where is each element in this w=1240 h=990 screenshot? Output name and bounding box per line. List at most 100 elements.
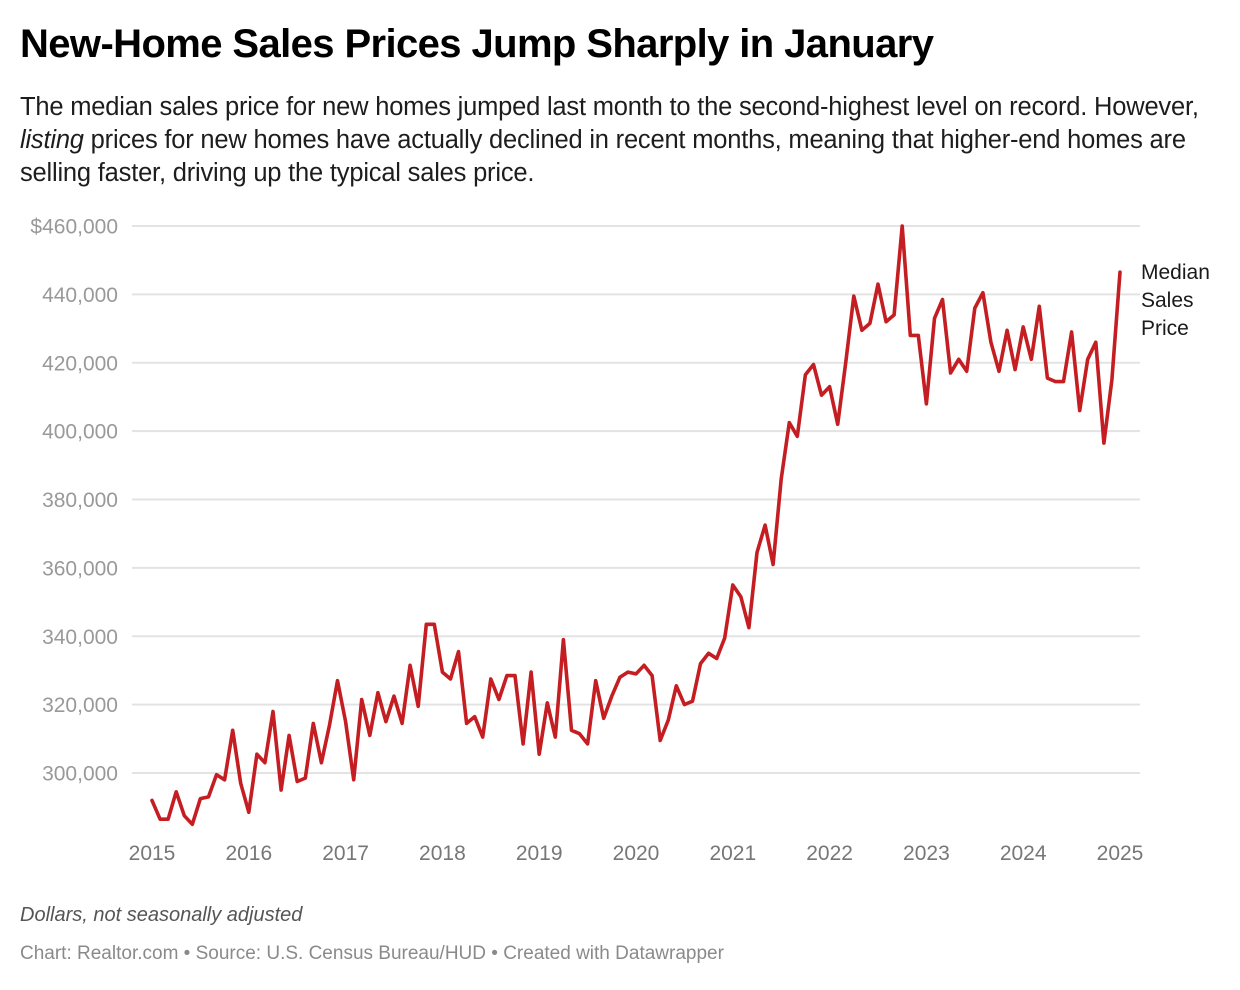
data-point — [239, 781, 243, 785]
data-point — [481, 735, 485, 739]
data-point — [989, 340, 993, 344]
data-point — [739, 595, 743, 599]
gridlines — [132, 225, 1140, 774]
data-point — [650, 674, 654, 678]
data-point — [287, 733, 291, 737]
data-point — [586, 742, 590, 746]
data-point — [174, 790, 178, 794]
data-point — [352, 778, 356, 782]
data-point — [892, 313, 896, 317]
data-point — [505, 674, 509, 678]
x-tick-label: 2019 — [516, 842, 563, 865]
data-point — [231, 728, 235, 732]
series-direct-label: Median Sales Price — [1141, 261, 1210, 340]
x-tick-label: 2022 — [806, 842, 853, 865]
data-point — [658, 739, 662, 743]
data-point — [715, 656, 719, 660]
data-point — [473, 715, 477, 719]
data-point — [811, 362, 815, 366]
data-point — [489, 677, 493, 681]
data-point — [432, 622, 436, 626]
x-tick-label: 2016 — [225, 842, 272, 865]
chart-notes: Dollars, not seasonally adjusted — [20, 904, 303, 926]
data-point — [448, 677, 452, 681]
data-point — [255, 752, 259, 756]
data-point — [336, 679, 340, 683]
x-tick-label: 2025 — [1097, 842, 1144, 865]
data-point — [521, 742, 525, 746]
data-point — [263, 761, 267, 765]
data-point — [884, 320, 888, 324]
data-point — [368, 733, 372, 737]
y-tick-label: 380,000 — [42, 489, 118, 512]
data-point — [457, 650, 461, 654]
data-point — [1053, 380, 1057, 384]
data-point — [440, 670, 444, 674]
data-point — [820, 393, 824, 397]
data-point — [1045, 376, 1049, 380]
y-tick-label: 360,000 — [42, 557, 118, 580]
y-tick-label: 320,000 — [42, 694, 118, 717]
chart-subtitle: The median sales price for new homes jum… — [20, 91, 1220, 190]
data-point — [634, 672, 638, 676]
x-tick-label: 2017 — [322, 842, 369, 865]
data-point — [747, 626, 751, 630]
data-point — [795, 434, 799, 438]
data-point — [1062, 380, 1066, 384]
data-point — [158, 817, 162, 821]
x-tick-label: 2015 — [129, 842, 176, 865]
data-point — [707, 651, 711, 655]
y-tick-label: 440,000 — [42, 284, 118, 307]
data-point — [876, 282, 880, 286]
data-point — [578, 732, 582, 736]
data-point — [932, 316, 936, 320]
data-point — [900, 224, 904, 228]
data-point — [311, 721, 315, 725]
subtitle-emphasis: listing — [20, 126, 84, 154]
series-layer — [150, 224, 1122, 827]
series-label-line: Sales — [1141, 289, 1194, 312]
data-point — [723, 636, 727, 640]
data-point — [303, 776, 307, 780]
data-point — [545, 701, 549, 705]
data-point — [674, 684, 678, 688]
data-point — [973, 306, 977, 310]
data-point — [182, 814, 186, 818]
data-point — [190, 822, 194, 826]
data-point — [513, 674, 517, 678]
data-point — [1086, 357, 1090, 361]
data-point — [610, 694, 614, 698]
data-point — [1102, 441, 1106, 445]
data-point — [699, 662, 703, 666]
data-point — [1078, 409, 1082, 413]
y-tick-label: $460,000 — [30, 216, 118, 239]
chart-footer: Chart: Realtor.com • Source: U.S. Census… — [20, 943, 724, 964]
y-tick-label: 420,000 — [42, 352, 118, 375]
data-point — [295, 780, 299, 784]
data-point — [1021, 325, 1025, 329]
data-point — [860, 328, 864, 332]
data-point — [1037, 304, 1041, 308]
data-point — [908, 333, 912, 337]
data-point — [166, 817, 170, 821]
data-point — [408, 663, 412, 667]
data-point — [997, 369, 1001, 373]
data-point — [779, 477, 783, 481]
data-point — [376, 691, 380, 695]
data-point — [602, 716, 606, 720]
data-point — [924, 402, 928, 406]
data-point — [497, 697, 501, 701]
data-point — [569, 728, 573, 732]
series-label-line: Median — [1141, 261, 1210, 284]
data-point — [247, 810, 251, 814]
data-point — [327, 723, 331, 727]
data-point — [682, 703, 686, 707]
data-point — [594, 679, 598, 683]
data-point — [803, 373, 807, 377]
subtitle-text-before: The median sales price for new homes jum… — [20, 93, 1199, 121]
data-point — [941, 298, 945, 302]
x-tick-label: 2021 — [709, 842, 756, 865]
data-point — [206, 795, 210, 799]
y-tick-label: 400,000 — [42, 421, 118, 444]
